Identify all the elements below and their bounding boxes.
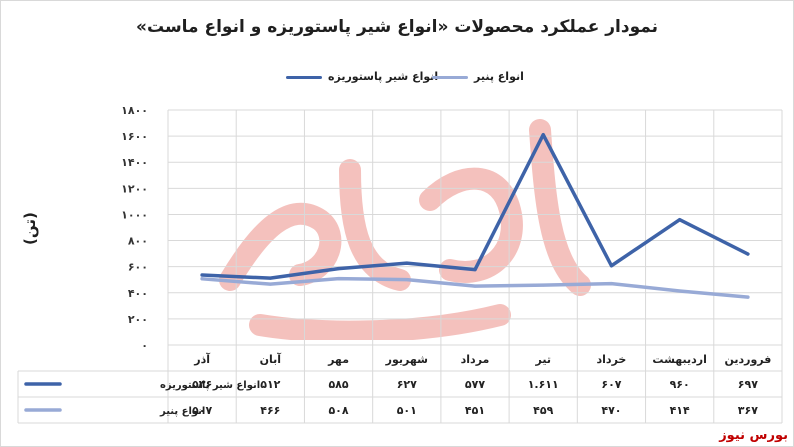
data-label: ۶۹۷ bbox=[738, 378, 758, 391]
data-label: ۹۶۰ bbox=[670, 378, 690, 391]
x-category-label: اردیبهشت bbox=[652, 353, 706, 366]
data-label: ۴۱۴ bbox=[670, 404, 690, 417]
data-point bbox=[541, 133, 545, 137]
x-category-label: شهریور bbox=[385, 353, 428, 366]
table-row-name: انواع پنیر bbox=[159, 406, 205, 417]
data-label: ۶۲۷ bbox=[397, 378, 417, 391]
legend: انواع شیر پاستوریزه انواع پنیر bbox=[0, 67, 794, 89]
data-point bbox=[405, 278, 409, 282]
data-point bbox=[473, 284, 477, 288]
legend-swatch-cheese bbox=[432, 76, 468, 79]
data-label: ۵۸۵ bbox=[328, 378, 348, 391]
data-point bbox=[268, 276, 272, 280]
chart-title: نمودار عملکرد محصولات «انواع شیر پاستوری… bbox=[135, 17, 659, 37]
data-label: ۴۵۱ bbox=[465, 404, 485, 417]
data-point bbox=[609, 282, 613, 286]
data-point bbox=[337, 267, 341, 271]
x-category-label: آذر bbox=[193, 352, 210, 366]
y-tick-label: ۰ bbox=[141, 339, 148, 352]
data-label: ۶۰۷ bbox=[601, 378, 621, 391]
y-tick-label: ۴۰۰ bbox=[128, 287, 148, 300]
y-tick-label: ۱۰۰۰ bbox=[121, 208, 148, 221]
table-row-name: انواع شیر پاستوریزه bbox=[160, 380, 260, 391]
x-category-label: خرداد bbox=[597, 353, 627, 366]
series-line-cheese bbox=[200, 276, 750, 299]
legend-item-milk: انواع شیر پاستوریزه bbox=[286, 67, 438, 89]
y-tick-label: ۱۸۰۰ bbox=[121, 104, 148, 117]
x-category-label: فروردین bbox=[724, 353, 771, 366]
series-line-milk bbox=[200, 132, 750, 280]
data-point bbox=[405, 261, 409, 265]
legend-label-cheese: انواع پنیر bbox=[474, 70, 524, 83]
data-point bbox=[678, 289, 682, 293]
data-label: ۳۶۷ bbox=[738, 404, 758, 417]
y-tick-label: ۱۲۰۰ bbox=[121, 182, 148, 195]
data-label: ۴۶۶ bbox=[260, 404, 280, 417]
data-label: ۴۷۰ bbox=[601, 404, 621, 417]
data-label: ۵۷۷ bbox=[465, 378, 485, 391]
y-tick-label: ۱۶۰۰ bbox=[121, 130, 148, 143]
data-label: ۴۵۹ bbox=[533, 404, 553, 417]
data-label: ۵۰۷ bbox=[192, 404, 212, 417]
legend-swatch-milk bbox=[286, 76, 322, 79]
data-point bbox=[268, 282, 272, 286]
data-point bbox=[473, 268, 477, 272]
data-point bbox=[609, 264, 613, 268]
data-point bbox=[746, 295, 750, 299]
x-category-label: آبان bbox=[260, 352, 282, 366]
legend-label-milk: انواع شیر پاستوریزه bbox=[328, 70, 439, 83]
y-tick-label: ۱۴۰۰ bbox=[121, 156, 148, 169]
data-label: ۵۱۲ bbox=[260, 378, 280, 391]
y-tick-label: ۲۰۰ bbox=[128, 313, 148, 326]
data-point bbox=[200, 273, 204, 277]
brand-logo-text: بورس نیوز bbox=[719, 428, 788, 443]
x-category-label: تیر bbox=[534, 353, 550, 366]
data-point bbox=[200, 277, 204, 281]
data-label: ۵۰۸ bbox=[328, 404, 348, 417]
data-point bbox=[541, 283, 545, 287]
y-tick-label: ۶۰۰ bbox=[128, 261, 148, 274]
data-label: ۵۰۱ bbox=[397, 404, 417, 417]
legend-item-cheese: انواع پنیر bbox=[432, 67, 524, 89]
data-label: ۱.۶۱۱ bbox=[528, 378, 559, 391]
x-category-label: مرداد bbox=[461, 353, 490, 366]
y-tick-label: ۸۰۰ bbox=[128, 235, 148, 248]
data-point bbox=[337, 277, 341, 281]
data-label: ۵۳۶ bbox=[192, 378, 212, 391]
x-category-label: مهر bbox=[327, 353, 349, 366]
data-point bbox=[678, 218, 682, 222]
data-point bbox=[746, 252, 750, 256]
